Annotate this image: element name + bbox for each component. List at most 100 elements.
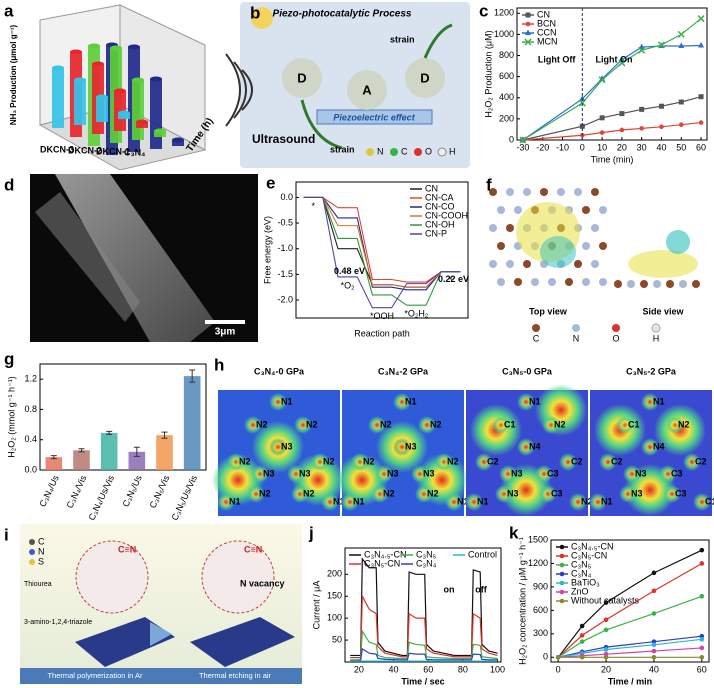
series-line [350,647,498,662]
energy-path [303,196,461,306]
legend-dot [612,324,620,332]
x-tick-label: 40 [389,664,399,674]
marker [579,623,585,629]
marker [698,120,704,125]
map-hotspot [294,416,312,434]
legend-label: O [425,146,432,156]
atom-label: N3 [299,468,311,478]
map-hotspot [666,416,684,434]
zoom [75,540,149,614]
view-label: Top view [529,306,568,316]
atom [599,242,607,250]
x-tick-label: 50 [676,142,686,152]
atom-label: N1 [405,396,417,406]
y-tick-label: 600 [533,605,548,615]
bars-illustration [52,42,184,155]
atom [557,188,565,196]
legend-dot [572,324,580,332]
map-hotspot [599,453,617,471]
x-tick-label: C₃N₄/Us/Vis [86,473,116,520]
bar-illustration [172,140,184,146]
atom [514,206,522,214]
marker [699,547,705,553]
strain-label: strain [330,144,355,154]
x-tick-label: 60 [423,664,433,674]
atom [591,224,599,232]
panel-label: c [479,1,488,20]
map-hotspot [499,465,517,483]
y-label: NH₃ Production (μmol g⁻¹) [9,24,18,125]
atom-label: C3 [551,488,563,498]
marker [599,130,605,135]
legend-dot [29,559,35,565]
atom [627,280,635,288]
marker [678,122,684,127]
map-hotspot [321,493,339,511]
annotation: Light Off [538,54,576,64]
y-tick-label: 1.2 [24,374,37,384]
bar-top [96,94,108,100]
map-hotspot [269,438,287,456]
acceptor [347,70,387,110]
map-hotspot [368,416,386,434]
arrow [300,99,343,150]
map-hotspot [445,493,463,511]
node: D [297,70,306,85]
atom [574,188,582,196]
energy-path [303,196,461,291]
atom-label: N1 [229,496,241,506]
bar [100,432,118,470]
series-line [522,96,702,141]
x-axis-label: Reaction path [354,328,410,338]
atom-label: C2 [487,456,499,466]
panel-label: e [266,173,275,192]
y-tick-label: -1.5 [277,269,293,279]
atom-label: N3 [507,488,519,498]
rod [35,192,140,322]
map-hotspot [287,465,305,483]
bar-illustration [74,80,86,125]
y-tick-label: 100 [327,613,342,623]
marker [651,655,657,660]
legend-label: C [401,146,408,156]
x-tick-label: C₃N₅/Us [120,473,144,508]
donor [282,58,322,98]
atom [591,188,599,196]
atom-label: C1 [628,419,640,429]
legend-label: Control [468,549,497,559]
atom-label: C2 [611,456,623,466]
y-tick-label: 1500 [528,534,548,544]
annotation: 0.22 eV [438,274,469,284]
series-line [350,629,498,661]
marker [677,30,685,38]
marker [525,29,531,35]
state-label: *O₂ [341,280,356,290]
x-tick-label: 40 [649,664,659,674]
source: Ultrasound [252,132,315,146]
legend-dot [390,148,398,156]
map-hotspot [539,485,557,503]
structure [489,188,700,288]
map-hotspot [492,416,510,434]
x-tick-label: -10 [556,142,569,152]
marker [678,99,684,105]
precursor: Thiourea [24,581,52,588]
bar-top [136,119,148,125]
x-tick-label: 20 [354,664,364,674]
atom-label: N2 [239,456,251,466]
atom [666,280,674,288]
y-axis-label: Current / μA [311,581,321,630]
marker [697,15,705,23]
legend-label: N [377,146,384,156]
atom [653,280,661,288]
atom [506,224,514,232]
y-tick-label: 0.0 [280,192,293,202]
view-label: Side view [642,306,684,316]
x-tick-label: C₃N₄ [124,147,145,157]
bar [128,451,146,470]
legend-label: CN-COOH [425,210,468,220]
atom-label: N3 [405,441,417,451]
panel-e: e 0.0 -0.5 -1.0 -1.5 -2.0 Reaction path Free en… [262,173,469,338]
y-tick-label: 300 [533,628,548,638]
x-tick-label: 100 [490,664,505,674]
